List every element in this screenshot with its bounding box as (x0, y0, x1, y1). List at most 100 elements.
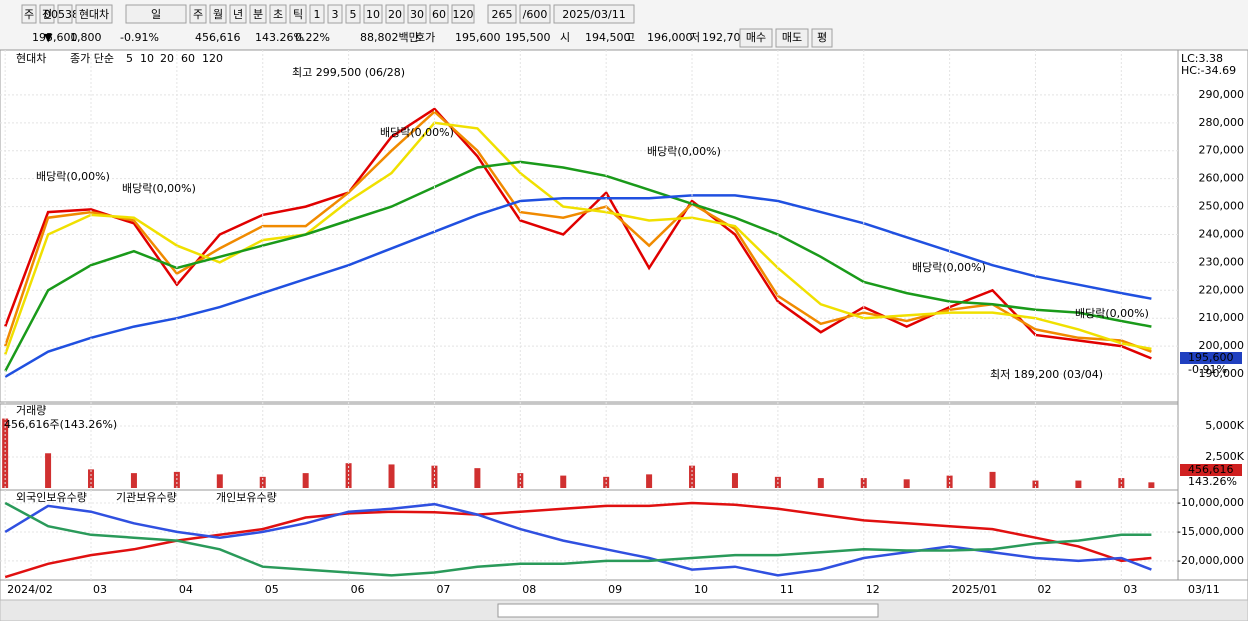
toolbar-button[interactable] (21, 4, 37, 24)
volume-bar (1148, 482, 1155, 488)
info-text: 195,600 (455, 31, 501, 44)
toolbar-text[interactable]: 30 (410, 8, 424, 21)
toolbar-button[interactable] (57, 4, 73, 24)
y-tick-label: 260,000 (1199, 172, 1245, 185)
y-tick-label: -20,000,000 (1177, 554, 1244, 567)
volume-bar (903, 479, 910, 488)
order-button[interactable] (811, 28, 833, 48)
toolbar-button[interactable] (289, 4, 307, 24)
last-price-box (1180, 352, 1242, 364)
y-tick-label: 2,500K (1205, 450, 1244, 463)
toolbar-text[interactable]: 10 (366, 8, 380, 21)
order-button-text[interactable]: 평 (817, 31, 827, 44)
legend-entry: 기관보유수량 (116, 491, 177, 504)
toolbar-text[interactable]: 3 (332, 8, 339, 21)
right-label: 456,616 (1188, 463, 1234, 476)
toolbar-button[interactable] (327, 4, 343, 24)
info-text: 196,000 (647, 31, 693, 44)
toolbar-text[interactable]: 20 (388, 8, 402, 21)
annotation: 최저 189,200 (03/04) (990, 368, 1103, 381)
toolbar-text[interactable]: 월 (213, 8, 223, 21)
legend-entry: 개인보유수량 (216, 491, 277, 504)
x-tick-label: 09 (608, 583, 622, 596)
info-text: -0.91% (120, 31, 159, 44)
info-text: 195,600 (32, 31, 78, 44)
x-tick-label: 02 (1037, 583, 1051, 596)
annotation: 배당락(0,00%) (36, 170, 110, 183)
toolbar-button[interactable] (209, 4, 227, 24)
legend-entry: 20 (160, 52, 174, 65)
toolbar-button[interactable] (125, 4, 187, 24)
toolbar-button[interactable] (429, 4, 449, 24)
toolbar-button[interactable] (249, 4, 267, 24)
toolbar-button[interactable] (189, 4, 207, 24)
volume-bar (302, 473, 309, 488)
y-tick-label: 200,000 (1199, 339, 1245, 352)
volume-bar (216, 474, 223, 488)
volume-bar (817, 478, 824, 488)
series-line (4, 110, 1152, 353)
series-line (4, 501, 1152, 577)
toolbar-button[interactable] (229, 4, 247, 24)
volume-bar (517, 473, 524, 488)
toolbar-text[interactable]: 현대차 (79, 8, 109, 21)
toolbar-text[interactable]: 년 (233, 8, 243, 21)
toolbar-button[interactable] (553, 4, 635, 24)
volume-bar (1075, 480, 1082, 488)
toolbar-button[interactable] (519, 4, 551, 24)
toolbar-text[interactable]: 주 (24, 8, 34, 21)
toolbar-button[interactable] (345, 4, 361, 24)
toolbar-text[interactable]: 분 (253, 8, 263, 21)
toolbar-button[interactable] (487, 4, 517, 24)
toolbar-text[interactable]: 초 (273, 8, 283, 21)
toolbar-button[interactable] (385, 4, 405, 24)
toolbar-text[interactable]: 주 (193, 8, 203, 21)
annotation: 배당락(0,00%) (122, 182, 196, 195)
series-line (4, 160, 1152, 372)
scroll-thumb[interactable] (497, 603, 879, 618)
order-button-text[interactable]: 매수 (746, 31, 766, 44)
toolbar-text[interactable]: 일 (151, 7, 161, 21)
order-button-text[interactable]: 매도 (782, 31, 802, 44)
order-button[interactable] (775, 28, 809, 48)
x-tick-label: 06 (351, 583, 365, 596)
y-tick-label: 270,000 (1199, 144, 1245, 157)
toolbar-text[interactable]: /600 (523, 8, 548, 21)
info-text: ▼ (44, 31, 53, 44)
y-tick-label: 280,000 (1199, 116, 1245, 129)
price-panel (0, 49, 1179, 403)
series-line (4, 501, 1152, 579)
legend-entry: 120 (202, 52, 223, 65)
x-tick-label: 07 (436, 583, 450, 596)
x-tick-label: 08 (522, 583, 536, 596)
toolbar-text[interactable]: 전 (42, 8, 52, 21)
toolbar-button[interactable] (363, 4, 383, 24)
volume-title: 거래량 (16, 404, 46, 417)
toolbar-text[interactable]: 1 (314, 8, 321, 21)
toolbar-text[interactable]: 60 (432, 8, 446, 21)
x-tick-label: 11 (780, 583, 794, 596)
toolbar-button[interactable] (269, 4, 287, 24)
toolbar-text[interactable]: 120 (453, 8, 474, 21)
toolbar-button[interactable] (39, 4, 55, 24)
y-tick-label: 240,000 (1199, 227, 1245, 240)
annotation: 배당락(0,00%) (912, 261, 986, 274)
toolbar-button[interactable] (309, 4, 325, 24)
toolbar-text[interactable]: 2025/03/11 (562, 8, 625, 21)
y-tick-label: 220,000 (1199, 283, 1245, 296)
right-label: HC:-34.69 (1181, 64, 1236, 77)
volume-bar (731, 473, 738, 488)
annotation: 배당락(0,00%) (647, 145, 721, 158)
toolbar-text[interactable]: 틱 (293, 8, 303, 21)
toolbar-text[interactable]: 5 (350, 8, 357, 21)
toolbar-text[interactable]: 265 (492, 8, 513, 21)
info-text: 저 (690, 31, 700, 44)
toolbar-button[interactable] (75, 4, 113, 24)
order-button[interactable] (739, 28, 773, 48)
toolbar-button[interactable] (407, 4, 427, 24)
y-tick-label: 250,000 (1199, 200, 1245, 213)
toolbar-button[interactable] (451, 4, 475, 24)
y-tick-label: 5,000K (1205, 419, 1244, 432)
right-label: LC:3.38 (1181, 52, 1223, 65)
